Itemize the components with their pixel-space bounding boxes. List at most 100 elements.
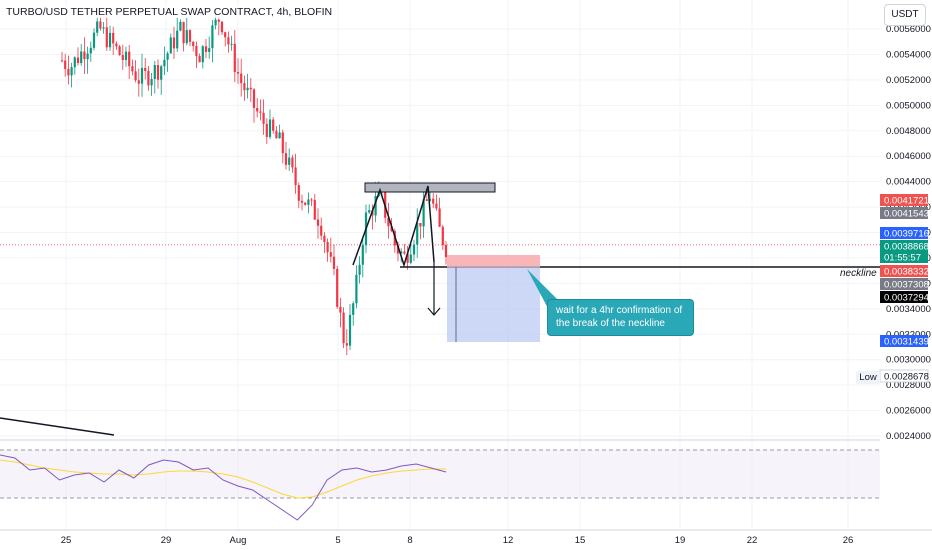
- candle-body: [444, 245, 448, 258]
- candle-body: [208, 48, 211, 52]
- candle-body: [435, 203, 438, 209]
- candle-body: [361, 245, 364, 265]
- price-tag: [880, 251, 928, 263]
- price-tag: [879, 369, 929, 383]
- arrow-down-icon: [427, 307, 441, 316]
- candle-body: [396, 245, 400, 254]
- price-tick-label: 0.0052000: [886, 75, 931, 86]
- candle-body: [105, 27, 108, 48]
- candle-body: [400, 251, 403, 254]
- candle-body: [227, 37, 230, 45]
- price-tag-label: 0.0028678: [884, 372, 929, 383]
- candle-body: [99, 21, 102, 29]
- candle-body: [374, 195, 377, 216]
- candle-body: [278, 132, 281, 139]
- neckline-label: neckline: [840, 268, 877, 279]
- price-tick-label: 0.0026000: [886, 406, 931, 417]
- candle-body: [262, 112, 265, 124]
- candle-body: [416, 222, 419, 245]
- price-tag-label: 0.0037308: [884, 280, 929, 291]
- time-tick-label: 5: [335, 535, 340, 546]
- candle-body: [438, 208, 441, 227]
- candle-body: [163, 59, 166, 67]
- candle-body: [182, 21, 185, 44]
- candle-body: [204, 46, 208, 52]
- candle-body: [76, 57, 80, 64]
- candle-body: [115, 43, 118, 47]
- candle-body: [89, 47, 92, 54]
- price-tick-label: 0.0054000: [886, 49, 931, 60]
- candle-body: [441, 226, 444, 246]
- candle-body: [131, 66, 134, 72]
- candle-body: [86, 53, 89, 60]
- price-tick-label: 0.0032000: [886, 329, 931, 340]
- candle-body: [342, 312, 345, 344]
- time-tick-label: 19: [675, 535, 686, 546]
- candle-body: [252, 89, 256, 108]
- candle-body: [425, 199, 428, 201]
- trendline[interactable]: [0, 417, 115, 436]
- candle-body: [195, 46, 198, 57]
- candle-body: [406, 253, 409, 263]
- time-tick-label: 12: [503, 535, 514, 546]
- candle-body: [121, 55, 124, 61]
- candle-body: [412, 244, 416, 255]
- candle-body: [147, 70, 150, 86]
- candle-body: [64, 60, 67, 69]
- price-tag-label: 0.0039716: [884, 229, 929, 240]
- resistance-zone[interactable]: [364, 182, 496, 193]
- price-tag: [880, 240, 928, 252]
- candle-body: [358, 264, 361, 275]
- candle-body: [256, 107, 259, 112]
- candle-body: [316, 219, 320, 226]
- candle-body: [220, 21, 224, 33]
- time-tick-label: 15: [575, 535, 586, 546]
- price-tag-label: 0.0037294: [884, 293, 929, 304]
- candle-body: [134, 71, 137, 81]
- candle-body: [432, 198, 435, 204]
- candle-body: [102, 27, 105, 29]
- candle-body: [294, 167, 297, 186]
- rsi-ma-line: [0, 459, 446, 499]
- candle-body: [217, 19, 220, 22]
- rsi-panel: 80.0040.0020.00: [0, 438, 932, 526]
- candle-body: [259, 111, 262, 113]
- price-tag: [880, 335, 928, 347]
- candle-body: [339, 306, 342, 313]
- candle-body: [92, 32, 96, 48]
- take-profit-zone[interactable]: [447, 267, 540, 342]
- candle-body: [192, 41, 195, 47]
- price-tick-label: 0.0028000: [886, 380, 931, 391]
- time-tick-label: 25: [61, 535, 72, 546]
- time-tick-label: 8: [407, 535, 412, 546]
- candle-body: [249, 87, 252, 90]
- candle-body: [230, 43, 233, 45]
- chart-grid: [0, 0, 880, 530]
- candle-body: [310, 199, 313, 201]
- candle-body: [428, 198, 432, 201]
- candle-body: [275, 130, 278, 139]
- chart-title: TURBO/USD TETHER PERPETUAL SWAP CONTRACT…: [4, 6, 335, 18]
- currency-selector[interactable]: USDT: [884, 4, 926, 26]
- candle-body: [124, 51, 128, 61]
- double-top-pattern[interactable]: [352, 185, 435, 268]
- candle-body: [284, 153, 288, 165]
- candle-body: [368, 210, 371, 213]
- candle-body: [422, 199, 425, 227]
- stop-loss-zone[interactable]: [447, 255, 540, 267]
- candle-body: [201, 46, 204, 63]
- rsi-line: [0, 454, 447, 521]
- price-tick-label: 0.0030000: [886, 355, 931, 366]
- candle-body: [281, 132, 284, 154]
- chart-drawings: [0, 182, 880, 436]
- price-tick-label: 0.0050000: [886, 100, 931, 111]
- candle-body: [169, 37, 172, 54]
- callout-note[interactable]: wait for a 4hr confirmation of the break…: [547, 299, 694, 336]
- candle-body: [329, 252, 332, 257]
- candle-body: [352, 303, 355, 315]
- price-tick-label: 0.0044000: [886, 177, 931, 188]
- candle-body: [185, 30, 188, 44]
- candle-body: [198, 56, 201, 63]
- price-tag: [880, 194, 928, 206]
